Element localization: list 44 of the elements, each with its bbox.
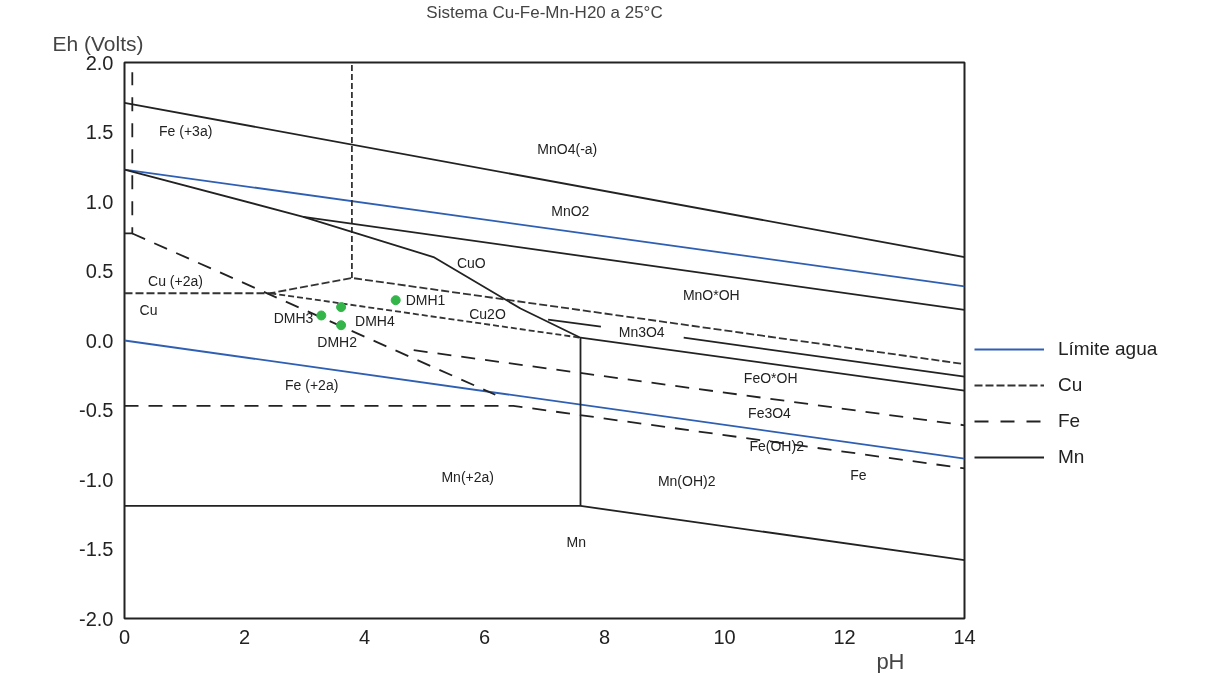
y-tick-label: 0.0: [85, 329, 114, 352]
x-tick-label: 8: [598, 625, 611, 648]
annotation: Mn(+2a): [441, 468, 494, 485]
x-tick-label: 10: [713, 625, 736, 648]
y-tick-label: -0.5: [79, 399, 114, 421]
annotation: Cu2O: [469, 306, 506, 323]
annotation: Fe3O4: [748, 404, 792, 421]
y-tick-label: 1.5: [85, 121, 114, 143]
y-tick-label: -1.0: [79, 468, 114, 491]
x-tick-label: 12: [833, 625, 856, 648]
annotation: MnO*OH: [682, 286, 740, 303]
x-tick-label: 2: [238, 625, 251, 648]
annotation: MnO4(-a): [537, 140, 598, 157]
annotation: Mn3O4: [618, 324, 665, 341]
y-tick-label: -2.0: [79, 607, 114, 630]
annotation: CuO: [456, 254, 486, 271]
x-tick-label: 14: [953, 625, 976, 648]
annotation: DMH1: [405, 292, 446, 309]
annotation: Fe (+3a): [159, 122, 213, 139]
annotation: DMH3: [273, 310, 314, 327]
x-tick-label: 0: [118, 625, 131, 648]
x-axis-title: pH: [876, 648, 905, 674]
annotation: Mn(OH)2: [657, 472, 716, 489]
annotation: Fe: [850, 467, 867, 484]
annotation: Fe(OH)2: [749, 438, 805, 455]
annotation: DMH4: [355, 313, 395, 330]
annotation: Fe (+2a): [285, 376, 339, 393]
annotation: Cu (+2a): [148, 272, 203, 289]
annotation: FeO*OH: [743, 370, 798, 387]
annotation: Mn: [566, 534, 587, 551]
x-tick-label: 4: [358, 625, 371, 648]
y-axis-title: Eh (Volts): [52, 31, 144, 55]
legend-label: Cu: [1058, 374, 1083, 396]
x-tick-label: 6: [478, 625, 491, 648]
annotation: Cu: [139, 301, 158, 318]
legend-label: Fe: [1058, 410, 1081, 432]
legend-label: Límite agua: [1058, 338, 1158, 360]
annotation: MnO2: [551, 203, 590, 220]
legend-label: Mn: [1058, 446, 1085, 468]
y-tick-label: 0.5: [85, 260, 114, 282]
chart-title: Sistema Cu-Fe-Mn-H20 a 25°C: [426, 2, 663, 22]
annotation: DMH2: [317, 334, 358, 351]
y-tick-label: -1.5: [79, 538, 114, 560]
y-tick-label: 1.0: [85, 190, 114, 213]
